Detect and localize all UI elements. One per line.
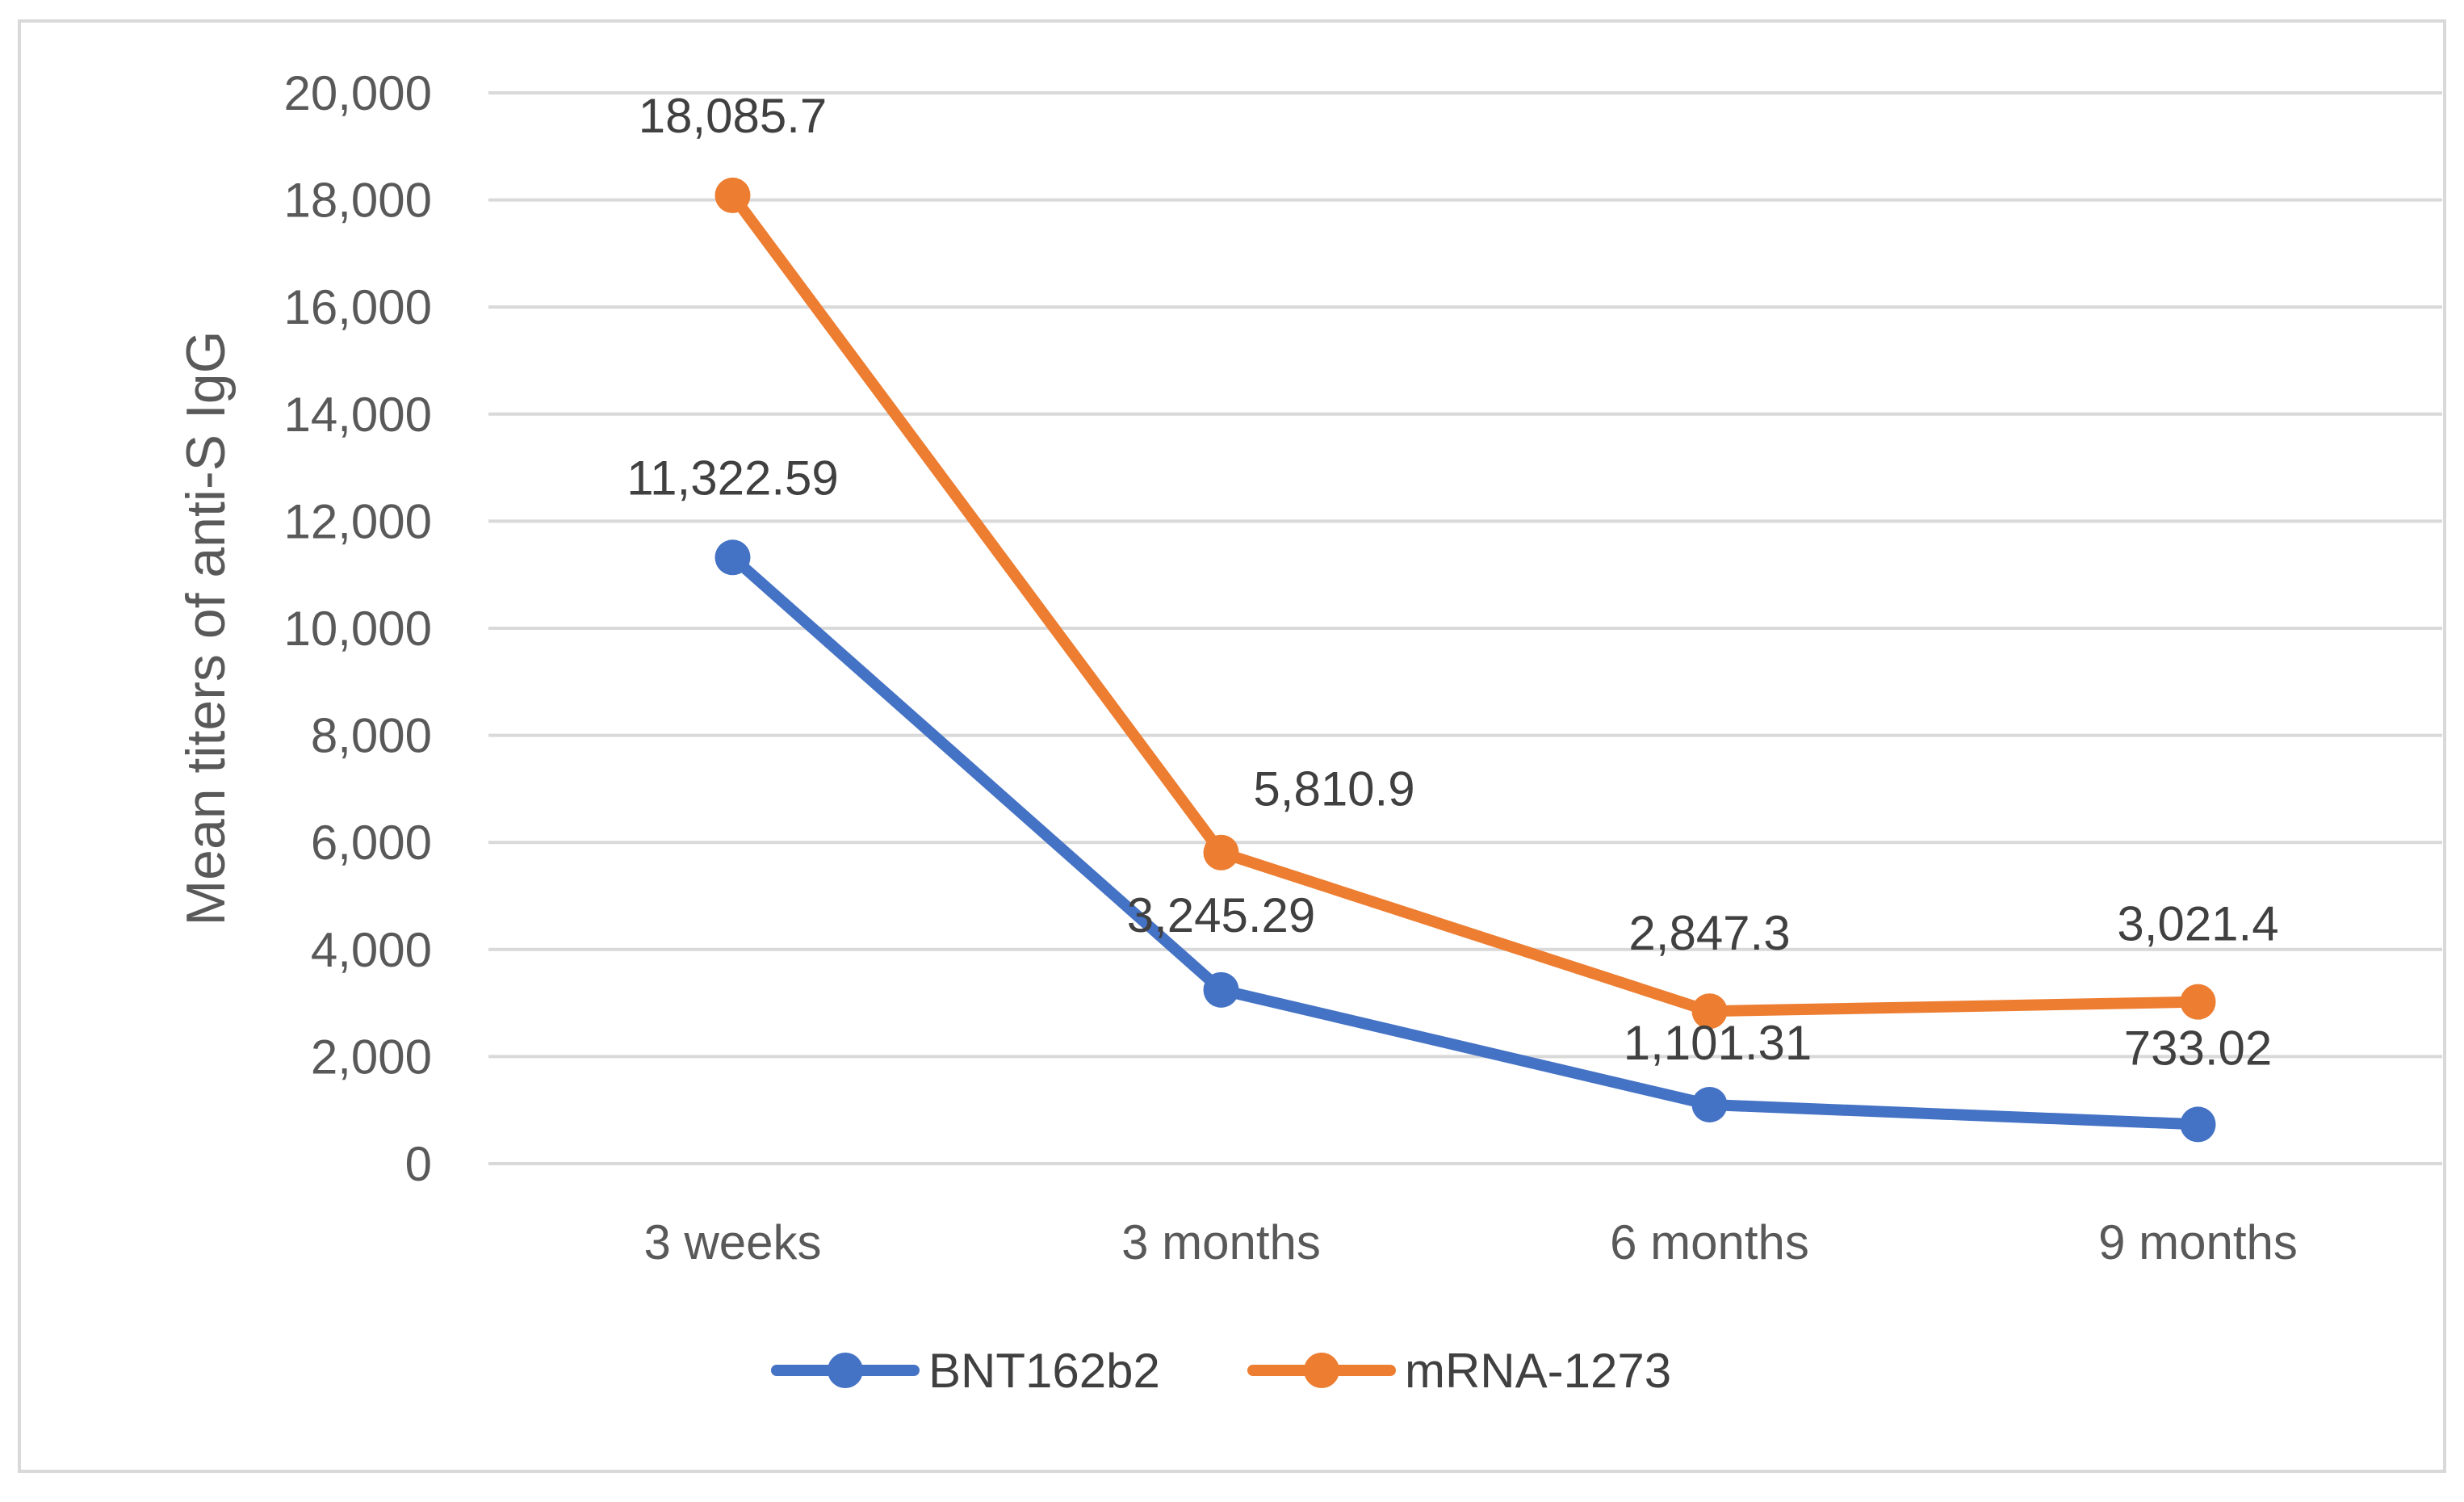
y-tick-label: 4,000: [311, 923, 432, 977]
y-tick-label: 20,000: [283, 66, 432, 120]
y-tick-label: 2,000: [311, 1030, 432, 1084]
data-label: 3,021.4: [2117, 897, 2278, 951]
series-mRNA-1273: [714, 177, 2216, 1030]
chart-frame: [18, 19, 2446, 1473]
y-axis-ticks: 0 2,000 4,000 6,000 8,000 10,000 12,000 14,000 1…: [283, 66, 432, 1191]
y-tick-label: 14,000: [283, 388, 432, 442]
y-tick-label: 6,000: [311, 816, 432, 870]
series-lines: [714, 177, 2216, 1143]
data-label: 1,101.31: [1624, 1016, 1812, 1070]
legend-marker: [828, 1353, 863, 1388]
data-point: [714, 539, 751, 576]
legend-marker: [1304, 1353, 1339, 1388]
series-line: [727, 552, 2204, 1131]
series-line: [727, 189, 2204, 1017]
series-BNT162b2: [714, 539, 2216, 1143]
legend-item: mRNA-1273: [1247, 1344, 1671, 1398]
x-tick-label: 9 months: [2098, 1215, 2298, 1269]
data-label: 11,322.59: [626, 451, 838, 505]
legend-label: mRNA-1273: [1405, 1344, 1671, 1398]
data-label: 733.02: [2124, 1021, 2273, 1075]
y-tick-label: 8,000: [311, 709, 432, 763]
data-point: [1203, 971, 1239, 1008]
data-point: [1691, 1086, 1728, 1122]
x-tick-label: 3 weeks: [643, 1215, 821, 1269]
data-label: 3,245.29: [1127, 888, 1316, 942]
legend-label: BNT162b2: [928, 1344, 1160, 1398]
data-point: [714, 177, 751, 213]
y-tick-label: 18,000: [283, 174, 432, 228]
data-point: [1691, 993, 1728, 1030]
legend: BNT162b2 mRNA-1273: [771, 1344, 1671, 1398]
y-tick-label: 16,000: [283, 280, 432, 334]
x-tick-label: 3 months: [1121, 1215, 1321, 1269]
legend-item: BNT162b2: [771, 1344, 1160, 1398]
y-tick-label: 0: [405, 1137, 432, 1191]
x-axis-ticks: 3 weeks 3 months 6 months 9 months: [643, 1215, 2297, 1269]
data-point: [2180, 984, 2216, 1020]
y-tick-label: 10,000: [283, 602, 432, 656]
data-label: 2,847.3: [1628, 906, 1790, 960]
data-point: [2180, 1106, 2216, 1143]
y-axis-title: Mean titers of anti-S IgG: [175, 331, 237, 926]
data-label: 18,085.7: [639, 89, 828, 143]
data-labels: 11,322.59 3,245.29 1,101.31 733.02 18,085.7 5…: [626, 89, 2278, 1075]
data-point: [1203, 834, 1239, 871]
y-tick-label: 12,000: [283, 494, 432, 548]
data-label: 5,810.9: [1253, 762, 1414, 816]
x-tick-label: 6 months: [1610, 1215, 1809, 1269]
